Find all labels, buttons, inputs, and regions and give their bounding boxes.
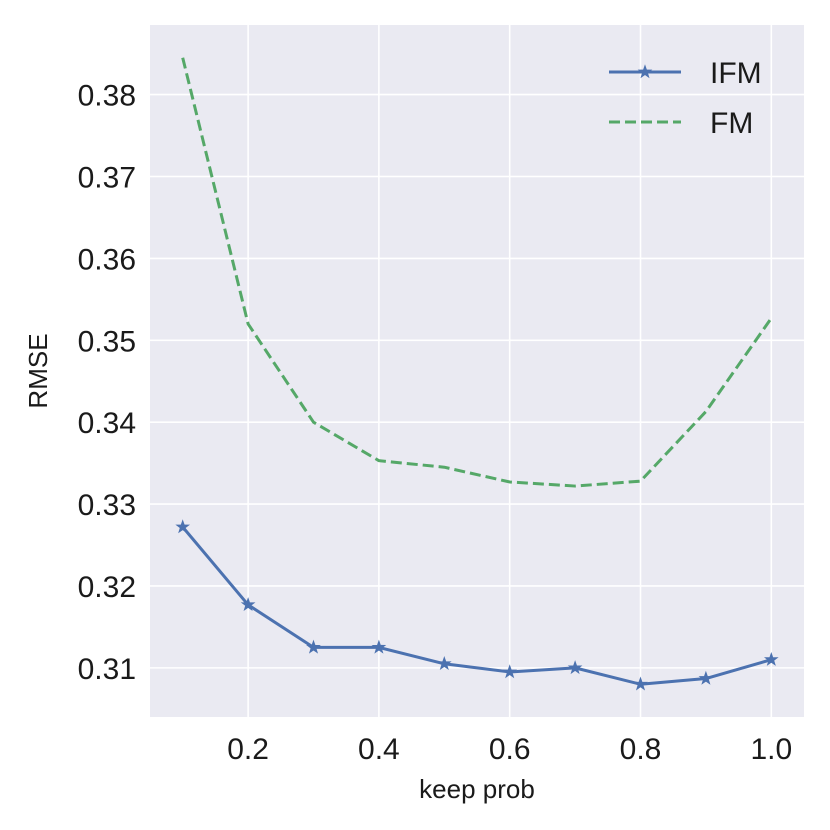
data-point-ifm bbox=[371, 639, 387, 654]
y-tick-label: 0.31 bbox=[78, 653, 136, 686]
legend-marker-ifm bbox=[637, 64, 653, 79]
series-line-ifm bbox=[181, 526, 772, 686]
x-tick-label: 0.2 bbox=[227, 733, 269, 766]
data-point-ifm bbox=[175, 519, 191, 534]
y-tick-label: 0.38 bbox=[78, 80, 136, 113]
series-fm bbox=[181, 57, 773, 488]
data-point-ifm bbox=[567, 660, 583, 675]
x-axis-ticks: 0.2 0.4 0.6 0.8 1.0 bbox=[227, 733, 792, 766]
data-point-ifm bbox=[502, 664, 518, 679]
y-axis-ticks: 0.31 0.32 0.33 0.34 0.35 0.36 0.37 0.38 bbox=[78, 80, 136, 686]
x-tick-label: 0.4 bbox=[358, 733, 400, 766]
legend: IFM FM bbox=[609, 57, 762, 140]
series-line-fm bbox=[181, 57, 773, 488]
legend-label-ifm: IFM bbox=[710, 57, 762, 90]
y-tick-label: 0.33 bbox=[78, 489, 136, 522]
plot-area bbox=[150, 25, 804, 717]
data-point-ifm bbox=[436, 656, 452, 671]
legend-item-fm: FM bbox=[609, 107, 753, 140]
x-axis-label: keep prob bbox=[419, 774, 535, 804]
data-point-ifm bbox=[633, 676, 648, 691]
series-layer bbox=[175, 57, 779, 691]
series-ifm bbox=[175, 519, 779, 691]
y-tick-label: 0.36 bbox=[78, 243, 136, 276]
x-tick-label: 1.0 bbox=[750, 733, 792, 766]
legend-label-fm: FM bbox=[710, 107, 753, 140]
y-tick-label: 0.34 bbox=[78, 407, 136, 440]
y-tick-label: 0.37 bbox=[78, 162, 136, 195]
y-axis-label: RMSE bbox=[23, 333, 53, 408]
data-point-ifm bbox=[763, 651, 779, 666]
grid-lines bbox=[150, 25, 804, 717]
data-point-ifm bbox=[698, 670, 714, 685]
legend-item-ifm: IFM bbox=[609, 57, 762, 90]
x-tick-label: 0.6 bbox=[489, 733, 531, 766]
x-tick-label: 0.8 bbox=[620, 733, 662, 766]
data-point-ifm bbox=[306, 639, 321, 654]
data-point-ifm bbox=[240, 597, 256, 612]
y-tick-label: 0.32 bbox=[78, 571, 136, 604]
y-tick-label: 0.35 bbox=[78, 325, 136, 358]
